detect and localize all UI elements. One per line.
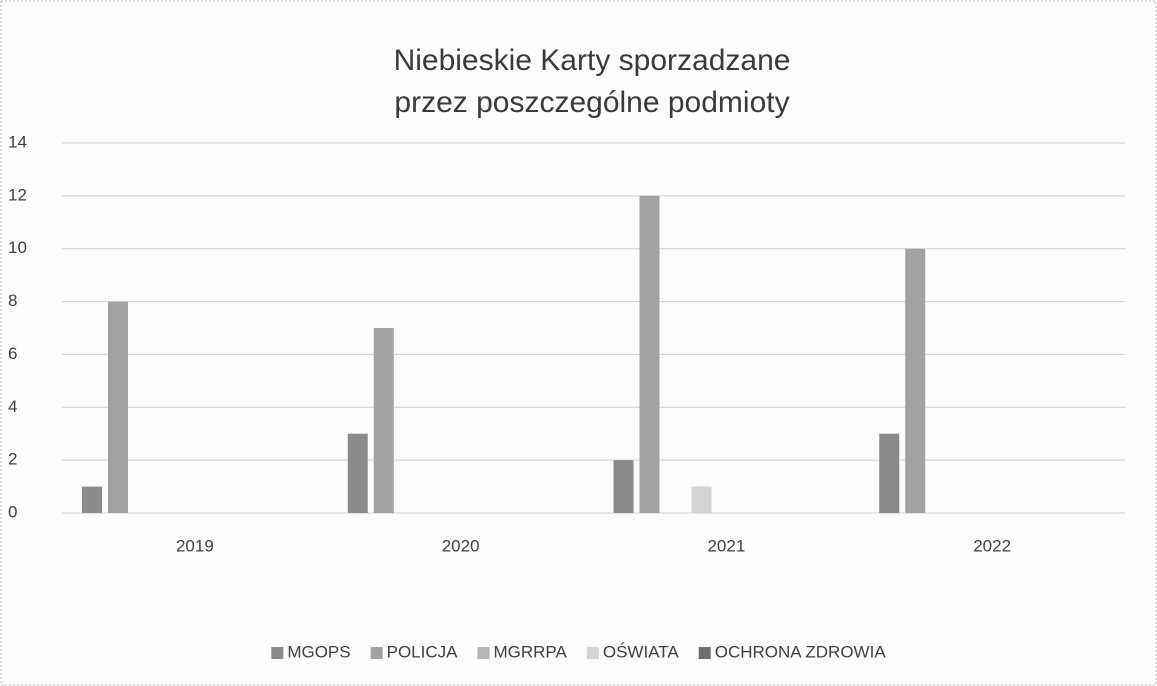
chart-title: przez poszczególne podmioty: [394, 86, 789, 119]
legend-label: OCHRONA ZDROWIA: [715, 642, 887, 661]
bar: [879, 433, 900, 513]
legend-label: OŚWIATA: [603, 642, 680, 661]
y-tick-label: 0: [8, 502, 17, 521]
x-tick-label: 2021: [707, 536, 745, 555]
y-tick-label: 2: [8, 450, 17, 469]
legend-swatch: [271, 647, 284, 659]
chart-title: Niebieskie Karty sporzadzane: [394, 44, 791, 77]
y-tick-label: 8: [8, 291, 17, 310]
legend-swatch: [586, 647, 599, 659]
legend-label: POLICJA: [387, 642, 459, 661]
bar: [82, 486, 102, 513]
x-tick-label: 2019: [176, 536, 214, 555]
y-tick-label: 14: [8, 132, 27, 151]
legend-swatch: [370, 647, 383, 659]
y-tick-label: 6: [8, 344, 17, 363]
legend-swatch: [698, 647, 711, 659]
y-tick-label: 12: [8, 185, 27, 204]
x-tick-label: 2022: [973, 536, 1011, 555]
legend-label: MGOPS: [287, 642, 350, 661]
x-tick-label: 2020: [442, 536, 480, 555]
legend-swatch: [477, 647, 490, 659]
bar: [691, 486, 712, 513]
y-tick-label: 4: [8, 397, 17, 416]
bar: [639, 195, 660, 513]
legend-label: MGRRPA: [493, 642, 567, 661]
y-tick-label: 10: [8, 238, 27, 257]
bar: [613, 460, 634, 513]
bar: [905, 248, 926, 513]
bar: [373, 328, 394, 513]
bar: [108, 301, 128, 513]
bar: [347, 433, 368, 513]
